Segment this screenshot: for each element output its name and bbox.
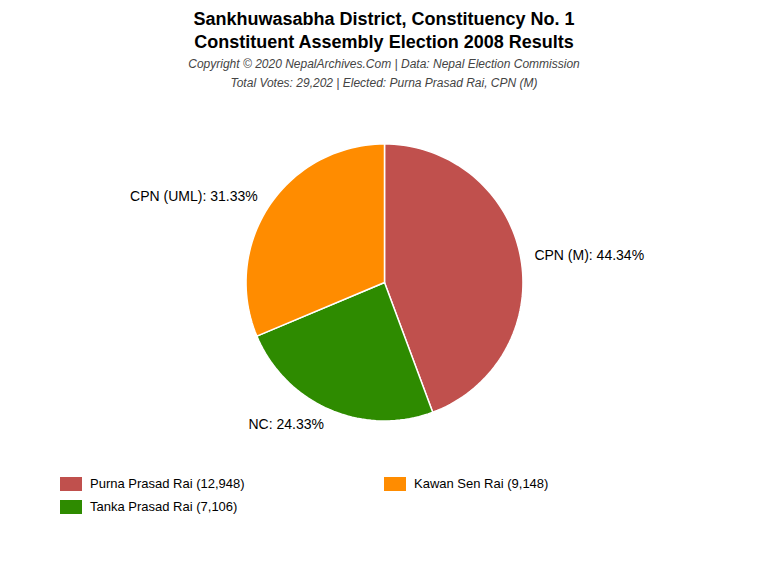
html-text:Constituent Assembly Election: Constituent Assembly Election 2008 Resul… bbox=[194, 32, 574, 52]
svg-text:NC: 24.33%: NC: 24.33% bbox=[248, 416, 323, 432]
svg-text:CPN (UML): 31.33%: CPN (UML): 31.33% bbox=[130, 188, 258, 204]
svg-text:CPN (M): 44.34%: CPN (M): 44.34% bbox=[534, 247, 644, 263]
html-text:Copyright © 2020 NepalArchives: Copyright © 2020 NepalArchives.Com | Dat… bbox=[188, 57, 580, 71]
html-text:Tanka Prasad Rai (7,106): Tanka Prasad Rai (7,106) bbox=[90, 499, 238, 514]
html-text:Purna Prasad Rai (12,948): Purna Prasad Rai (12,948) bbox=[90, 476, 245, 491]
html-text:Kawan Sen Rai (9,148): Kawan Sen Rai (9,148) bbox=[414, 476, 549, 491]
html-text:Sankhuwasabha District, Consti: Sankhuwasabha District, Constituency No.… bbox=[193, 9, 575, 29]
html-text:Total Votes: 29,202 | Elected:: Total Votes: 29,202 | Elected: Purna Pra… bbox=[230, 76, 538, 90]
